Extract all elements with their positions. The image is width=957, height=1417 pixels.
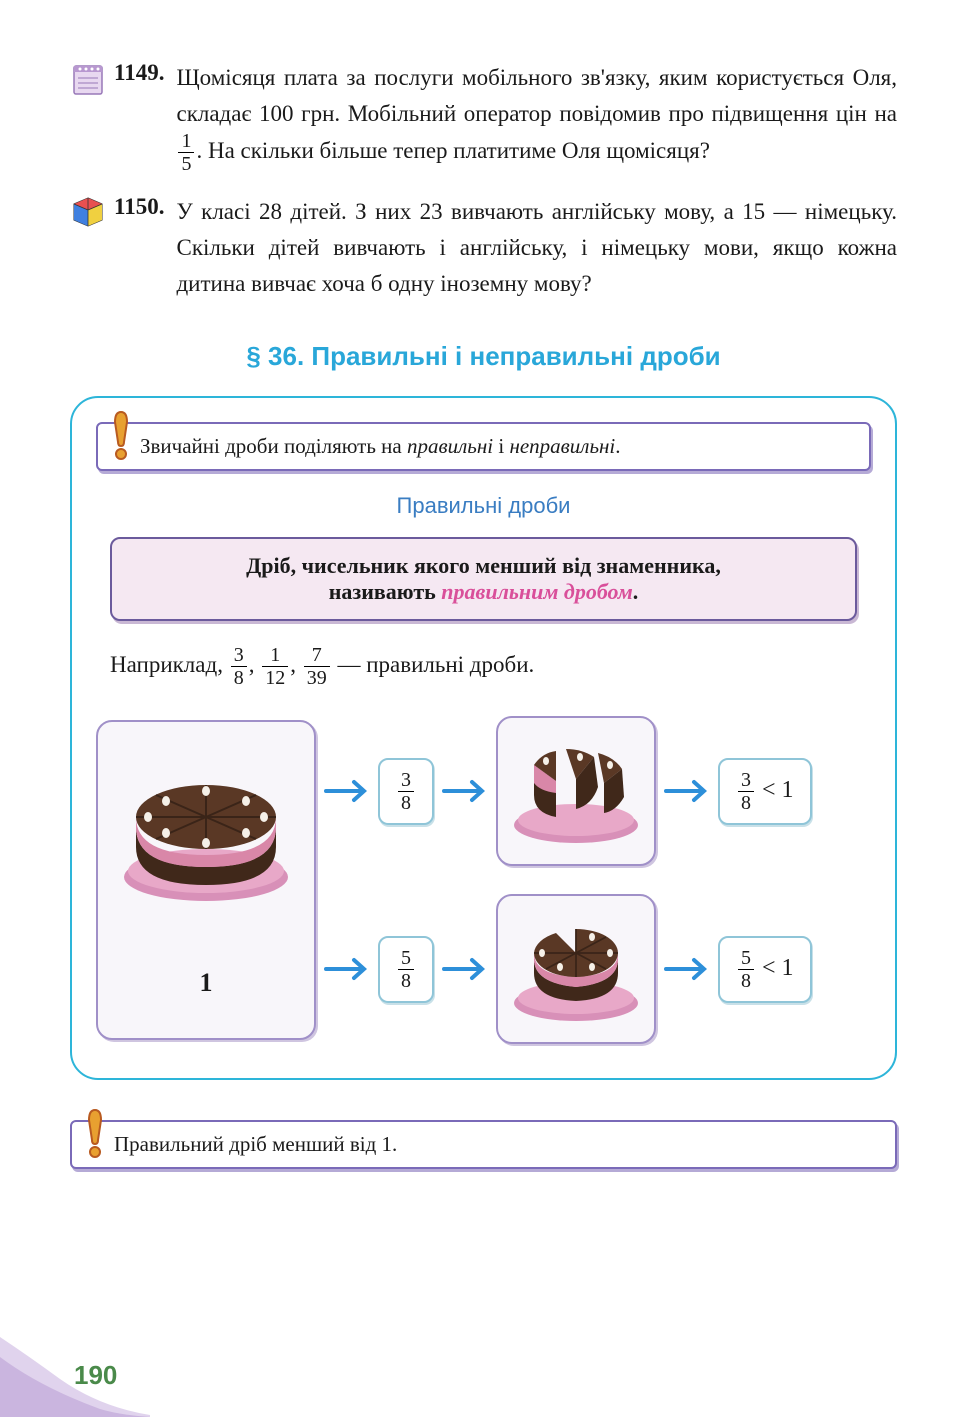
page-number: 190 xyxy=(74,1360,117,1391)
whole-cake-card: 1 xyxy=(96,720,316,1040)
whole-cake-icon xyxy=(116,767,296,907)
notepad-icon xyxy=(70,60,106,96)
example-line: Наприклад, 38, 112, 739 — правильні дроб… xyxy=(110,645,871,688)
partial-cake-card xyxy=(496,716,656,866)
inequality-label: 38 < 1 xyxy=(718,758,812,825)
problem-number: 1150. xyxy=(114,194,164,220)
sub-heading: Правильні дроби xyxy=(96,493,871,519)
arrow-icon xyxy=(442,954,488,984)
arrow-icon xyxy=(442,776,488,806)
arrow-icon xyxy=(324,776,370,806)
partial-cake-icon xyxy=(506,909,646,1029)
exclaim-icon xyxy=(106,410,136,460)
fraction: 38 xyxy=(231,645,247,688)
problem-1150: 1150. У класі 28 дітей. З них 23 вивчают… xyxy=(70,194,897,301)
rule-callout: Правильний дріб менший від 1. xyxy=(70,1120,897,1169)
problem-1149: 1149. Щомісяця плата за послуги мобільно… xyxy=(70,60,897,174)
fraction: 112 xyxy=(262,645,288,688)
definition-box: Дріб, чисельник якого менший від знаменн… xyxy=(110,537,857,621)
arrow-icon xyxy=(324,954,370,984)
arrow-icon xyxy=(664,776,710,806)
cube-icon xyxy=(70,194,106,230)
partial-cake-icon xyxy=(506,731,646,851)
problem-text: У класі 28 дітей. З них 23 вивчають англ… xyxy=(176,194,897,301)
section-title: § 36. Правильні і неправильні дроби xyxy=(70,341,897,372)
cake-diagram: 1 38 xyxy=(96,716,871,1044)
problem-number: 1149. xyxy=(114,60,164,86)
lesson-box: Звичайні дроби поділяють на правильні і … xyxy=(70,396,897,1080)
diagram-row-2: 58 xyxy=(324,894,812,1044)
diagram-row-1: 38 xyxy=(324,716,812,866)
problem-text: Щомісяця плата за послуги мобільного зв'… xyxy=(176,60,897,174)
inequality-label: 58 < 1 xyxy=(718,936,812,1003)
fraction-label: 58 xyxy=(378,936,434,1003)
intro-callout: Звичайні дроби поділяють на правильні і … xyxy=(96,422,871,471)
fraction-label: 38 xyxy=(378,758,434,825)
fraction: 739 xyxy=(304,645,330,688)
partial-cake-card xyxy=(496,894,656,1044)
arrow-icon xyxy=(664,954,710,984)
fraction: 15 xyxy=(178,131,194,174)
exclaim-icon xyxy=(80,1108,110,1158)
whole-label: 1 xyxy=(200,968,213,998)
